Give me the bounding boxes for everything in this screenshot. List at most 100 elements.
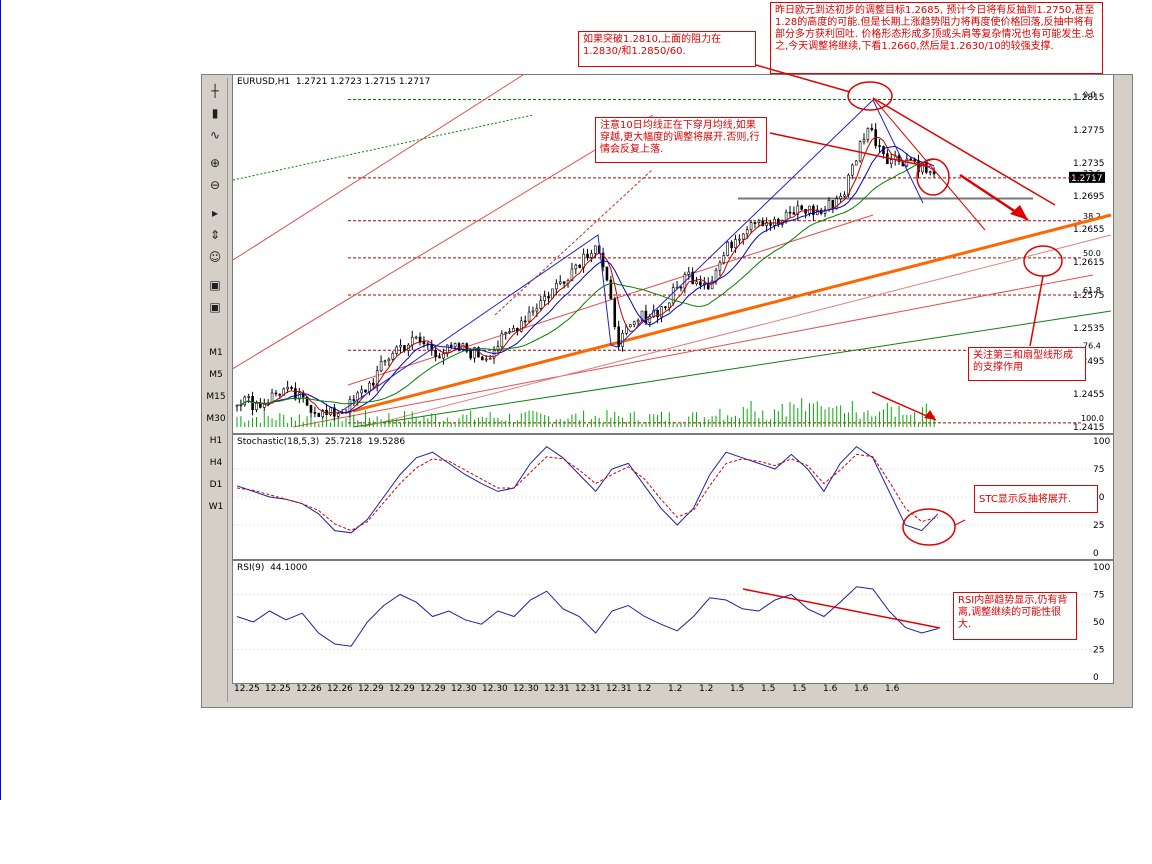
pink-fan-line [362,234,1112,428]
x-tick-label: 12.30 [482,684,508,694]
fib-label-50.0: 50.0 [1083,249,1101,258]
price-chart-svg: 1.2815 1.2775 1.2735 1.2717 1.2695 1.2655 1.26… [233,75,1112,433]
x-tick-label: 12.26 [296,684,322,694]
osc-y-tick: 0 [1093,673,1099,683]
candle-body [317,412,321,417]
timeframe-m1[interactable]: M1 [209,348,223,358]
candle-body [434,349,437,358]
candle-body [391,353,395,360]
orange-fan-line [352,213,1112,413]
zoom-in-icon[interactable]: ⊕ [209,156,221,170]
expert-icon[interactable]: ☺ [208,250,222,264]
osc-line [236,586,939,647]
candle-body [442,353,445,359]
timeframe-w1[interactable]: W1 [208,502,224,512]
candle-body [535,308,539,312]
candle-body [551,288,554,299]
y-tick-label: 1.2815 [1073,93,1105,103]
candle-body [414,336,418,339]
fib-label-76.4: 76.4 [1083,341,1101,350]
candle-body [364,389,367,393]
x-tick-label: 12.31 [606,684,632,694]
candle-body [333,407,336,417]
candle-body [913,159,916,162]
green-trend-line [352,310,1112,428]
candle-body [671,287,675,304]
candle-body [395,346,398,354]
osc-y-tick: 25 [1093,521,1104,531]
timeframe-m5[interactable]: M5 [209,370,223,380]
candle-body [586,253,589,258]
candle-body [286,386,289,390]
template-icon[interactable]: ▣ [209,278,221,292]
candle-body [605,266,609,281]
candle-body [921,163,924,173]
candle-body [613,298,617,328]
candle-body [695,281,698,285]
y-tick-label: 1.2775 [1073,126,1105,136]
candle-body [667,302,671,308]
candle-body [866,128,870,140]
candle-body [523,320,527,323]
candle-body [574,264,578,270]
crosshair-icon[interactable]: ┼ [211,84,219,98]
x-tick-label: 1.6 [854,684,869,694]
y-tick-label: 1.2455 [1073,390,1105,400]
candle-body [539,300,543,309]
candle-body [336,413,340,417]
timeframe-h1[interactable]: H1 [209,436,223,446]
candle-body [578,264,582,268]
candle-body [247,396,250,398]
candle-body [656,310,659,318]
candle-body [851,164,854,176]
timeframe-m15[interactable]: M15 [206,392,226,402]
stochastic-panel[interactable]: Stochastic(18,5,3) 25.7218 19.5286 100 75… [232,434,1114,560]
x-tick-label: 1.2 [668,684,683,694]
x-tick-label: 1.6 [823,684,838,694]
dashed-projection [494,168,654,316]
osc-line [236,445,939,534]
candle-body [562,281,566,284]
fib-label-100.0: 100.0 [1081,414,1104,423]
osc-y-tick: 50 [1093,493,1105,503]
line-chart-icon[interactable]: ∿ [209,128,221,142]
candle-body [593,245,597,254]
timeframe-h4[interactable]: H4 [209,458,223,468]
candle-body [823,209,827,214]
osc-line [236,453,939,532]
candle-body [664,306,667,308]
candle-body [889,159,893,165]
candle-body [352,399,356,401]
candle-body [609,279,613,300]
x-tick-label: 12.29 [420,684,446,694]
candle-icon[interactable]: ▮ [211,106,219,120]
candle-body [878,145,881,147]
zoom-out-icon[interactable]: ⊖ [209,178,221,192]
osc-y-tick: 75 [1093,591,1104,601]
candle-body [547,296,550,299]
candle-body [928,171,932,173]
profile-icon[interactable]: ▣ [209,300,221,314]
current-price-box [1069,171,1105,183]
osc-y-tick: 0 [1093,549,1099,559]
candle-body [590,253,593,258]
candle-body [769,222,772,226]
candle-body [504,332,508,335]
candle-body [660,306,663,318]
osc-y-tick: 75 [1093,465,1104,475]
chart-shift-icon[interactable]: ⇕ [209,228,221,242]
candle-body [730,241,733,249]
candle-body [722,255,726,263]
annotation-middle: 注意10日均线正在下穿月均线,如果穿越,更大幅度的调整将展开.否则,行情会反复上… [595,117,767,163]
timeframe-m30[interactable]: M30 [206,414,226,424]
candle-body [858,141,862,162]
timeframe-d1[interactable]: D1 [209,480,223,490]
candle-body [469,350,472,359]
candle-body [691,271,694,285]
channel-line [292,274,1094,428]
autoscroll-icon[interactable]: ▸ [211,206,219,220]
candle-body [570,268,574,281]
candle-body [734,239,737,249]
candle-body [309,404,313,413]
rsi-title: RSI(9) 44.1000 [237,563,308,573]
